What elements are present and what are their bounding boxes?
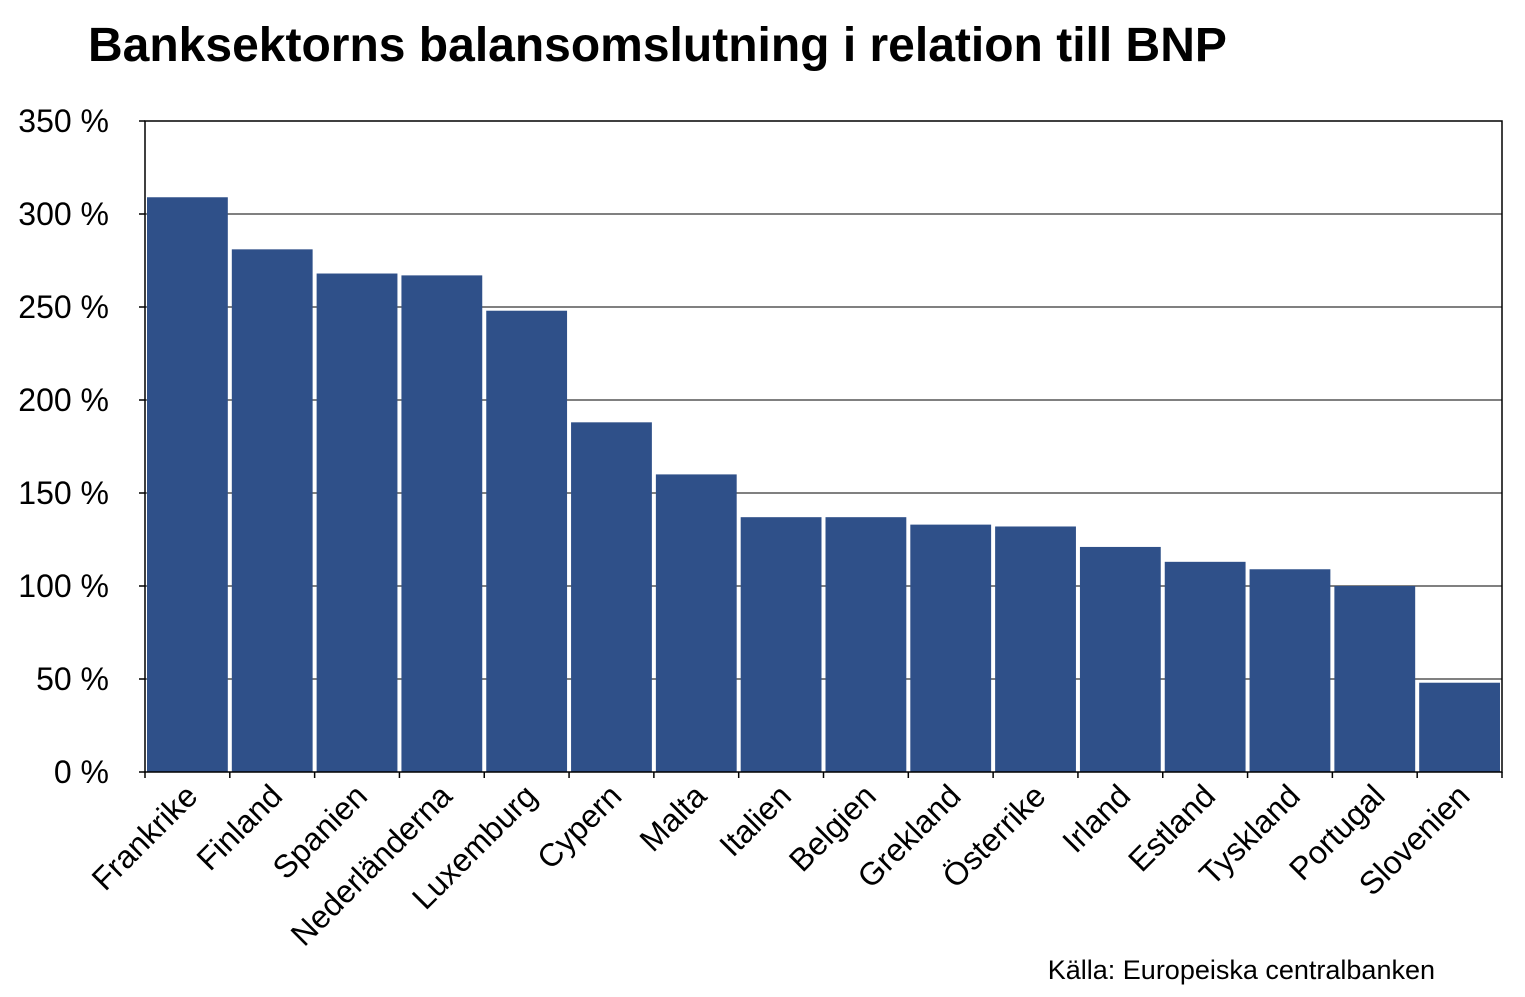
bars (147, 197, 1500, 773)
y-tick-label: 350 % (18, 103, 109, 139)
x-tick-label: Frankrike (85, 777, 205, 897)
y-axis-ticks: 0 % 50 % 100 % 150 % 200 % 250 % 300 % 350 % (18, 103, 145, 790)
bar (910, 524, 992, 772)
bar (1334, 586, 1416, 772)
chart-title: Banksektorns balansomslutning i relation… (88, 19, 1227, 72)
bar (995, 526, 1076, 772)
bar (486, 310, 568, 772)
bar (1164, 561, 1246, 772)
y-tick-label: 100 % (18, 568, 109, 604)
x-axis-ticks: FrankrikeFinlandSpanienNederländernaLuxe… (85, 772, 1503, 953)
x-tick-label: Cypern (530, 777, 628, 875)
bar (401, 275, 483, 772)
bar (1249, 569, 1331, 772)
bar (1079, 546, 1161, 772)
bar (571, 422, 652, 772)
y-tick-label: 50 % (36, 661, 109, 697)
bar (316, 273, 398, 772)
bar (740, 517, 822, 772)
source-note: Källa: Europeiska centralbanken (1047, 955, 1435, 985)
x-tick-label: Malta (632, 777, 713, 858)
bar (655, 474, 737, 772)
y-tick-label: 0 % (54, 754, 109, 790)
y-tick-label: 250 % (18, 289, 109, 325)
y-tick-label: 200 % (18, 382, 109, 418)
bar (147, 197, 228, 772)
bar (825, 517, 907, 772)
bar (231, 249, 313, 773)
y-tick-label: 300 % (18, 196, 109, 232)
y-tick-label: 150 % (18, 475, 109, 511)
x-tick-label: Irland (1055, 777, 1137, 859)
bar (1419, 682, 1500, 772)
